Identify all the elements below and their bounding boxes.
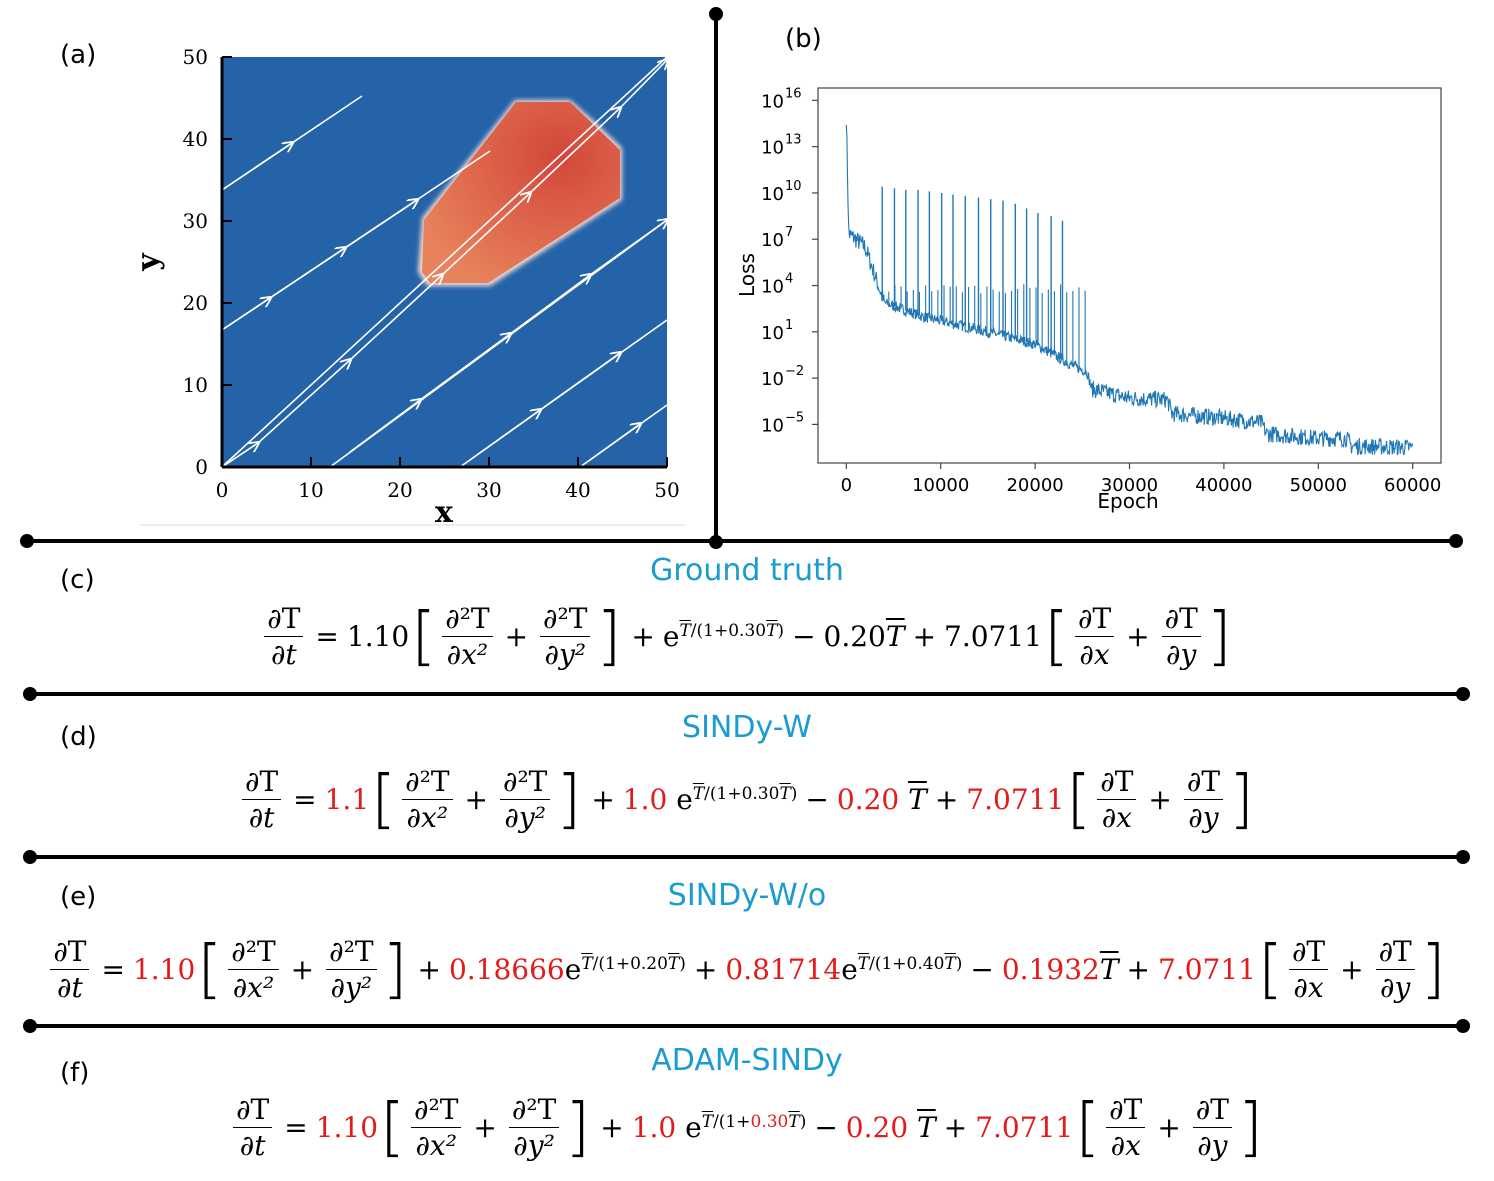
loss-ytick-label: 10 (761, 415, 784, 436)
sindy-wo-title: SINDy-W/o (667, 878, 827, 913)
loss-xtick-label: 40000 (1195, 475, 1252, 496)
panel-label-e: (e) (60, 882, 97, 912)
exp-exponent: T/(1+0.30T) (679, 620, 785, 641)
field-xtick-label: 0 (216, 478, 229, 502)
gt-coef-linear: 0.20 (823, 620, 886, 653)
temperature-field-plot: 0 10 20 30 40 50 0 10 20 30 40 50 x y (131, 45, 685, 530)
loss-ytick-exponent: 10 (785, 179, 802, 194)
sindy-wo-coef-exp-a: 0.18666 (448, 953, 565, 986)
sindy-w-coef-diffusion: 1.1 (324, 783, 370, 816)
d2x-denominator: ∂x² (446, 638, 489, 671)
field-ytick-label: 0 (195, 455, 208, 479)
loss-ytick-exponent: 1 (785, 318, 793, 333)
loss-ytick-label: 10 (761, 91, 784, 112)
sindy-w-coef-advection: 7.0711 (966, 783, 1065, 816)
loss-ytick-exponent: 16 (785, 86, 802, 101)
loss-ytick-label: 10 (761, 230, 784, 251)
adam-coef-exp-inner: 0.30 (750, 1111, 789, 1132)
field-ylabel: y (131, 252, 166, 272)
sindy-wo-coef-diffusion: 1.10 (132, 953, 196, 986)
lhs-denominator: ∂t (270, 638, 297, 671)
sindy-wo-equation: ∂T ∂t = 1.10 [ ∂²T ∂x² + ∂²T ∂y² ] + 0.1866… (0, 935, 1494, 1004)
field-ytick-label: 30 (183, 209, 208, 233)
loss-xtick-label: 10000 (912, 475, 969, 496)
adam-sindy-title: ADAM-SINDy (651, 1043, 843, 1078)
ground-truth-title: Ground truth (650, 553, 844, 588)
loss-ytick-label: 10 (761, 277, 784, 298)
loss-xtick-label: 20000 (1006, 475, 1063, 496)
sindy-w-equation: ∂T ∂t = 1.1 [ ∂²T ∂x² + ∂²T ∂y² ] + 1.0 e T/… (0, 765, 1494, 834)
field-xtick-label: 20 (387, 478, 412, 502)
loss-ytick-label: 10 (761, 323, 784, 344)
adam-coef-exp: 1.0 (631, 1111, 677, 1144)
divider-dot (23, 1019, 37, 1033)
loss-ytick-exponent: 7 (785, 225, 793, 240)
divider-dot (23, 687, 37, 701)
divider-dot (709, 7, 723, 21)
loss-ytick-label: 10 (761, 138, 784, 159)
divider-dot (1456, 1019, 1470, 1033)
field-xtick-label: 50 (654, 478, 679, 502)
sindy-w-coef-exp: 1.0 (622, 783, 668, 816)
streamlines (221, 56, 667, 468)
loss-ytick-label: 10 (761, 184, 784, 205)
divider-dot (20, 534, 34, 548)
divider-dot (1449, 534, 1463, 548)
field-ytick-label: 50 (183, 45, 208, 69)
loss-xtick-label: 60000 (1384, 475, 1441, 496)
divider-dot (1456, 850, 1470, 864)
field-xtick-label: 30 (476, 478, 501, 502)
d2y-denominator: ∂y² (544, 638, 586, 671)
lhs-numerator: ∂T (264, 602, 304, 637)
divider-dot (23, 850, 37, 864)
gt-coef-advection: 7.0711 (944, 620, 1043, 653)
sindy-wo-coef-advection: 7.0711 (1157, 953, 1256, 986)
panel-label-a: (a) (60, 40, 97, 70)
divider-dot (1456, 687, 1470, 701)
field-ytick-label: 10 (183, 373, 208, 397)
field-xlabel: x (435, 495, 454, 530)
loss-xlabel: Epoch (1097, 489, 1158, 513)
field-xtick-label: 10 (298, 478, 323, 502)
panel-label-b: (b) (785, 24, 822, 54)
loss-ylabel: Loss (735, 253, 759, 297)
adam-coef-advection: 7.0711 (975, 1111, 1074, 1144)
field-ytick-label: 20 (183, 291, 208, 315)
loss-plot-frame (817, 87, 1442, 464)
d2x-numerator: ∂²T (442, 602, 493, 637)
loss-series-line (845, 124, 1414, 456)
panel-label-c: (c) (60, 565, 95, 595)
sindy-wo-coef-exp-b: 0.81714 (725, 953, 842, 986)
sindy-wo-coef-linear: 0.1932 (1001, 953, 1100, 986)
d2y-numerator: ∂²T (540, 602, 591, 637)
loss-ytick-exponent: 13 (785, 133, 802, 148)
ground-truth-equation: ∂T ∂t = 1.10 [ ∂²T ∂x² + ∂²T ∂y² ] + e T/(1+… (0, 602, 1494, 671)
adam-coef-linear: 0.20 (845, 1111, 909, 1144)
sindy-w-title: SINDy-W (682, 710, 812, 745)
loss-xtick-label: 30000 (1101, 475, 1158, 496)
loss-ytick-label: 10 (761, 369, 784, 390)
panel-label-f: (f) (60, 1058, 90, 1088)
panel-label-d: (d) (60, 722, 97, 752)
exp-base: e (662, 620, 680, 653)
loss-ytick-exponent: −5 (785, 410, 804, 425)
gt-coef-diffusion: 1.10 (346, 620, 410, 653)
field-ytick-label: 40 (183, 127, 208, 151)
loss-ytick-exponent: −2 (785, 364, 804, 379)
sindy-w-coef-linear: 0.20 (836, 783, 900, 816)
field-xtick-label: 40 (565, 478, 590, 502)
loss-xtick-label: 50000 (1290, 475, 1347, 496)
adam-coef-diffusion: 1.10 (315, 1111, 379, 1144)
loss-xtick-label: 0 (841, 475, 852, 496)
loss-ytick-exponent: 4 (785, 272, 793, 287)
